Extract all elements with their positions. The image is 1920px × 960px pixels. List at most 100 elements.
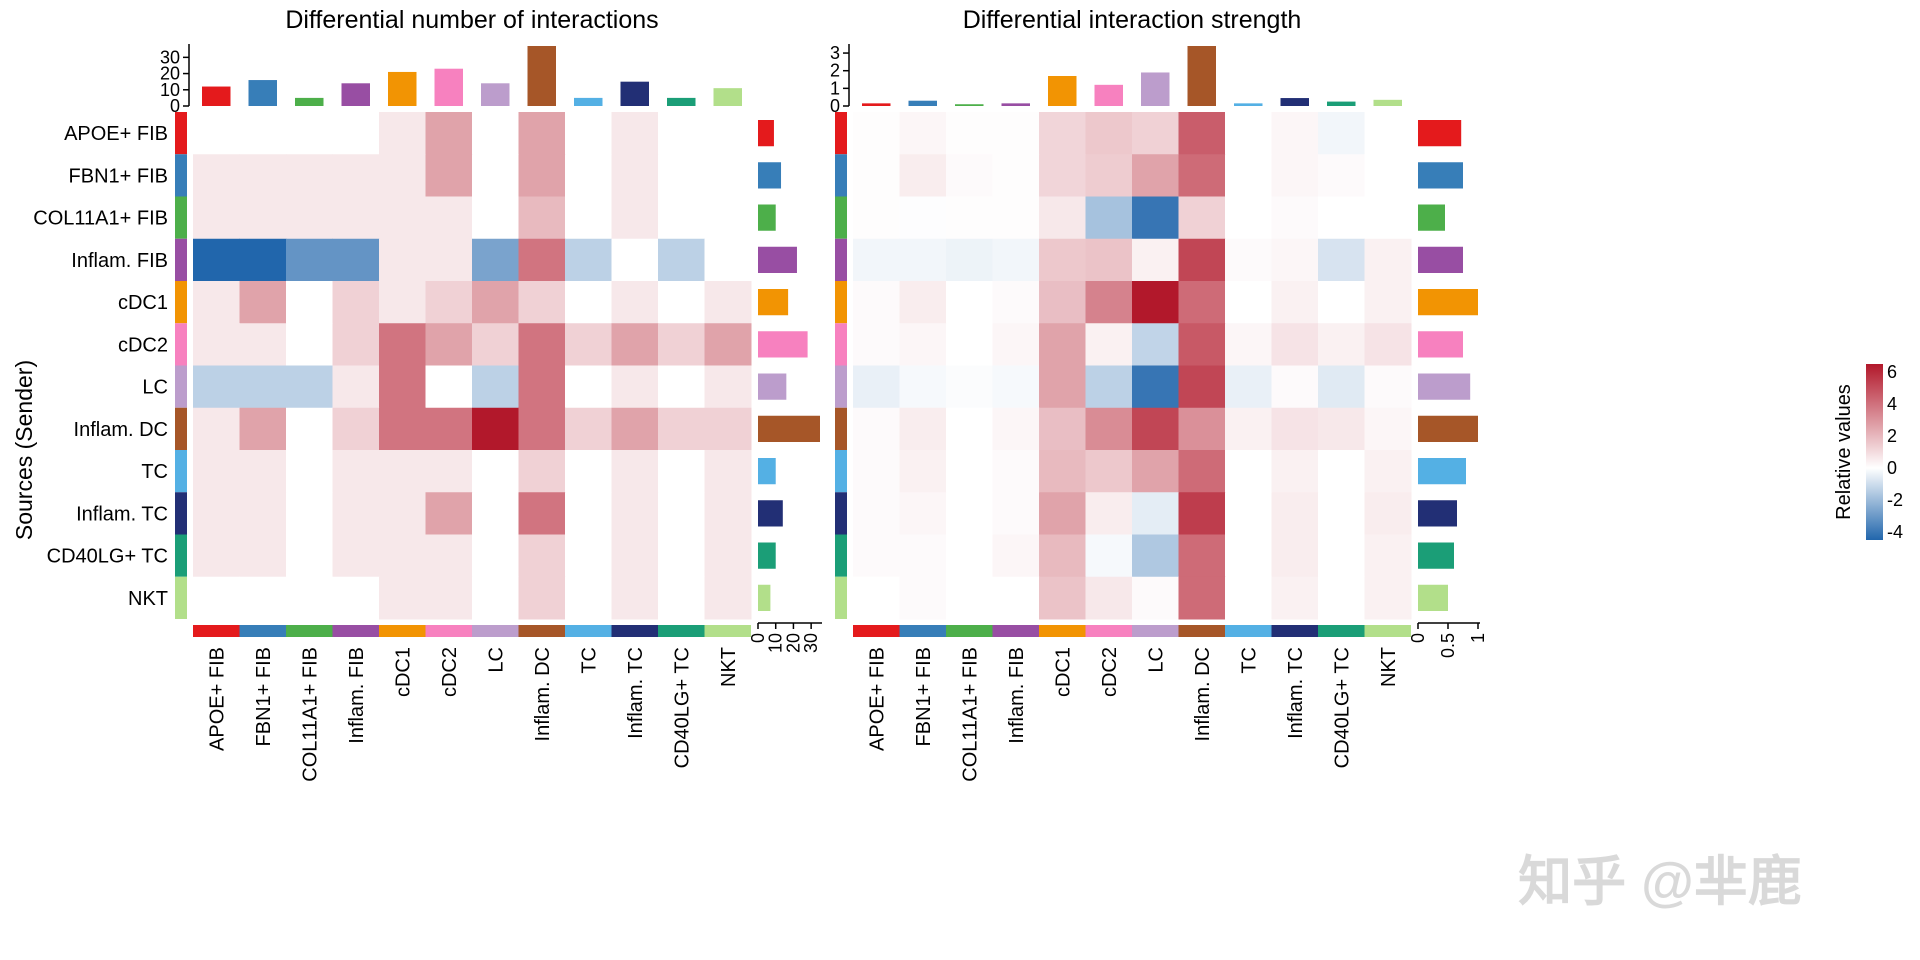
heatmap-cell	[946, 407, 993, 451]
heatmap-cell	[472, 576, 519, 620]
right-bar-tick-label: 10	[766, 633, 786, 653]
col-color-strip	[1178, 625, 1225, 637]
right-bar	[758, 458, 776, 485]
col-color-strip	[1225, 625, 1272, 637]
row-color-strip	[835, 576, 847, 619]
top-bar	[667, 97, 696, 106]
heatmap-cell	[518, 365, 566, 409]
heatmap-cell	[1271, 450, 1319, 493]
heatmap-cell	[1225, 281, 1272, 324]
panel-differential-strength: Differential interaction strength APOE+ F…	[830, 6, 1488, 782]
row-color-strip	[835, 365, 847, 408]
heatmap-cell	[565, 365, 612, 409]
heatmap-cell	[1085, 112, 1133, 155]
heatmap-cell	[1364, 323, 1412, 366]
right-bar	[758, 542, 776, 569]
heatmap-cell	[1085, 323, 1133, 366]
heatmap-cell	[1318, 196, 1365, 240]
top-bar	[574, 97, 603, 106]
heatmap-cell	[332, 450, 380, 493]
heatmap-cell	[704, 407, 752, 451]
col-label: cDC2	[439, 647, 461, 697]
col-label: APOE+ FIB	[206, 647, 228, 751]
heatmap-cell	[1132, 154, 1179, 197]
heatmap-cell	[425, 112, 473, 155]
heatmap-cell	[1318, 450, 1365, 493]
heatmap-cell	[1039, 450, 1086, 493]
heatmap-cell	[1318, 365, 1365, 409]
heatmap-cell	[1178, 576, 1226, 620]
heatmap-cell	[565, 450, 612, 493]
row-color-strip	[835, 323, 847, 366]
heatmap-cell	[1085, 196, 1133, 240]
top-bar	[434, 68, 463, 106]
top-bar	[908, 100, 937, 106]
heatmap-cell	[425, 492, 473, 535]
right-bar	[1418, 458, 1466, 485]
col-color-strip	[332, 625, 379, 637]
right-bar	[758, 120, 774, 147]
heatmap-cell	[565, 281, 612, 324]
heatmap-cell	[1364, 112, 1412, 155]
right-bar	[1418, 120, 1462, 147]
heatmap-cell	[286, 112, 333, 155]
heatmap-cell	[658, 238, 705, 282]
top-bar	[295, 97, 324, 106]
col-color-strip	[853, 625, 900, 637]
heatmap-cell	[518, 534, 566, 578]
heatmap-cell	[1225, 534, 1272, 578]
top-bar-tick-label: 3	[830, 43, 840, 63]
heatmap-cell	[425, 323, 473, 366]
heatmap-cell	[332, 112, 380, 155]
right-bar	[1418, 542, 1454, 569]
col-color-strip	[946, 625, 993, 637]
col-label: cDC2	[1099, 647, 1121, 697]
heatmap-cell	[1132, 196, 1179, 240]
heatmap-cell	[1085, 238, 1133, 282]
row-color-strip	[835, 154, 847, 197]
heatmap-cell	[379, 576, 426, 620]
heatmap-cell	[899, 492, 947, 535]
col-label: Inflam. FIB	[1006, 647, 1028, 744]
heatmap-cell	[472, 112, 519, 155]
heatmap-cell	[899, 450, 947, 493]
row-color-strip	[175, 492, 187, 535]
heatmap-cell	[658, 365, 705, 409]
heatmap-cell	[1271, 154, 1319, 197]
top-bar	[1048, 76, 1077, 106]
heatmap-cell	[332, 365, 380, 409]
row-label: cDC2	[118, 334, 168, 356]
heatmap-cell	[472, 365, 519, 409]
heatmap-cell	[1132, 365, 1179, 409]
heatmap-cell	[946, 196, 993, 240]
col-color-strip	[1271, 625, 1318, 637]
heatmap-cell	[658, 576, 705, 620]
heatmap-cell	[853, 576, 900, 620]
panel-differential-number: Differential number of interactions APOE+…	[33, 6, 822, 782]
row-color-strip	[175, 154, 187, 197]
top-bar	[1234, 103, 1263, 106]
heatmap-cell	[379, 534, 426, 578]
row-label: CD40LG+ TC	[47, 546, 168, 568]
heatmap-cell	[1225, 112, 1272, 155]
row-label: LC	[142, 377, 168, 399]
colorbar-tick-label: -4	[1887, 522, 1903, 542]
col-color-strip	[425, 625, 472, 637]
col-label: FBN1+ FIB	[253, 647, 275, 746]
heatmap-cell	[1318, 238, 1365, 282]
heatmap-cell	[1225, 323, 1272, 366]
heatmap-cell	[239, 492, 287, 535]
heatmap-cell	[704, 534, 752, 578]
heatmap-cell	[1225, 154, 1272, 197]
heatmap-cell	[379, 281, 426, 324]
heatmap-cell	[1225, 450, 1272, 493]
heatmap-cell	[1178, 534, 1226, 578]
heatmap-cell	[704, 112, 752, 155]
heatmap-cell	[1271, 323, 1319, 366]
heatmap-cell	[286, 534, 333, 578]
heatmap-cell	[332, 323, 380, 366]
heatmap-cell	[193, 196, 240, 240]
heatmap-cell	[425, 450, 473, 493]
heatmap-cell	[992, 576, 1040, 620]
col-label: FBN1+ FIB	[913, 647, 935, 746]
